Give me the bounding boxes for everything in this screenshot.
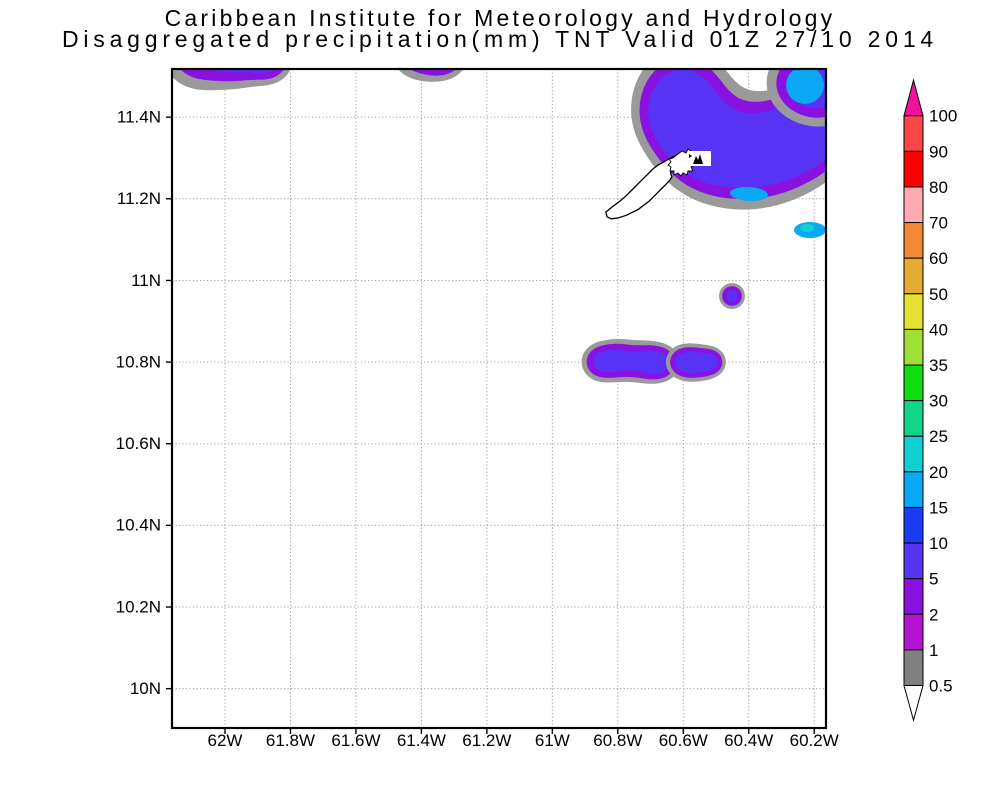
svg-text:10: 10 xyxy=(929,534,948,553)
svg-text:35: 35 xyxy=(929,356,948,375)
svg-text:61.8W: 61.8W xyxy=(266,731,315,750)
svg-text:100: 100 xyxy=(929,107,957,126)
svg-text:50: 50 xyxy=(929,285,948,304)
svg-text:10.4N: 10.4N xyxy=(116,516,161,535)
svg-text:20: 20 xyxy=(929,463,948,482)
svg-text:25: 25 xyxy=(929,427,948,446)
svg-text:61.4W: 61.4W xyxy=(397,731,446,750)
svg-text:10.8N: 10.8N xyxy=(116,352,161,371)
svg-text:61.6W: 61.6W xyxy=(331,731,380,750)
svg-text:60.4W: 60.4W xyxy=(724,731,773,750)
svg-text:30: 30 xyxy=(929,392,948,411)
svg-text:10.2N: 10.2N xyxy=(116,597,161,616)
svg-text:60.8W: 60.8W xyxy=(593,731,642,750)
svg-text:10N: 10N xyxy=(130,679,161,698)
svg-text:62W: 62W xyxy=(208,731,243,750)
svg-text:15: 15 xyxy=(929,498,948,517)
svg-text:90: 90 xyxy=(929,142,948,161)
svg-text:80: 80 xyxy=(929,178,948,197)
svg-text:11N: 11N xyxy=(131,271,161,290)
svg-text:5: 5 xyxy=(929,570,938,589)
svg-text:60: 60 xyxy=(929,249,948,268)
svg-text:60.2W: 60.2W xyxy=(790,731,839,750)
svg-text:1: 1 xyxy=(929,641,938,660)
svg-text:40: 40 xyxy=(929,320,948,339)
svg-text:2: 2 xyxy=(929,605,938,624)
svg-text:61.2W: 61.2W xyxy=(462,731,511,750)
svg-text:11.4N: 11.4N xyxy=(117,108,161,127)
svg-text:11.2N: 11.2N xyxy=(117,189,161,208)
svg-text:0.5: 0.5 xyxy=(929,676,953,695)
svg-text:10.6N: 10.6N xyxy=(116,434,161,453)
svg-text:60.6W: 60.6W xyxy=(659,731,708,750)
svg-text:70: 70 xyxy=(929,214,948,233)
svg-text:61W: 61W xyxy=(535,731,570,750)
